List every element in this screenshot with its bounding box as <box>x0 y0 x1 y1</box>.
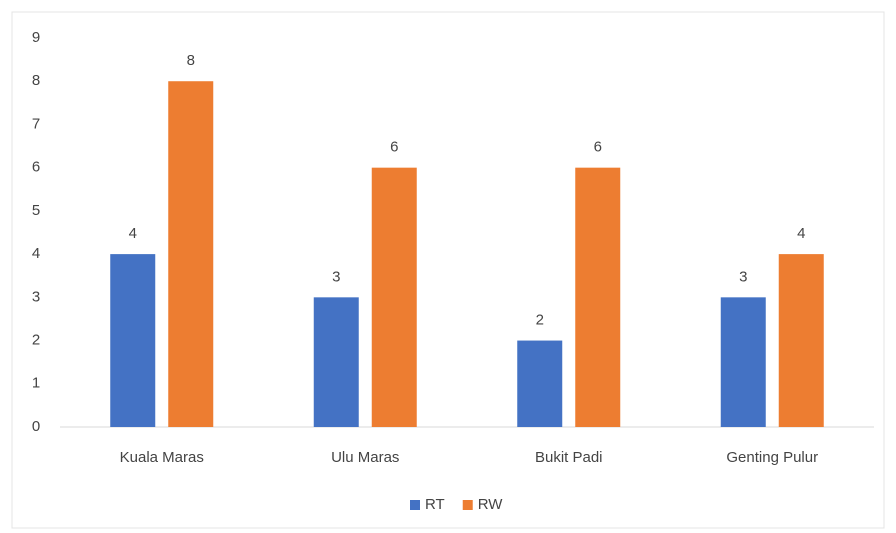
y-tick-label: 3 <box>32 288 40 305</box>
y-tick-label: 0 <box>32 418 40 435</box>
bar <box>110 254 156 427</box>
legend-swatch <box>462 500 473 510</box>
bar <box>778 254 824 427</box>
bar <box>168 81 214 427</box>
y-tick-label: 1 <box>32 375 40 392</box>
y-tick-label: 6 <box>32 159 40 176</box>
x-tick-label: Genting Pulur <box>726 449 818 466</box>
bar <box>371 167 417 427</box>
bar <box>720 297 766 427</box>
y-tick-label: 2 <box>32 332 40 349</box>
legend-label: RT <box>425 496 445 513</box>
legend-label: RW <box>478 496 504 513</box>
data-label: 4 <box>797 225 805 242</box>
bar <box>575 167 621 427</box>
x-tick-label: Bukit Padi <box>535 449 603 466</box>
data-label: 4 <box>129 225 137 242</box>
y-tick-label: 8 <box>32 72 40 89</box>
data-label: 8 <box>187 52 195 69</box>
legend-swatch <box>410 500 420 510</box>
x-tick-label: Ulu Maras <box>331 449 399 466</box>
data-label: 2 <box>536 312 544 329</box>
y-tick-label: 5 <box>32 202 40 219</box>
y-tick-label: 9 <box>32 29 40 46</box>
x-tick-label: Kuala Maras <box>120 449 204 466</box>
y-tick-label: 4 <box>32 245 40 262</box>
data-label: 3 <box>739 268 747 285</box>
data-label: 3 <box>332 268 340 285</box>
bar <box>517 340 563 427</box>
data-label: 6 <box>390 139 398 156</box>
bar <box>313 297 359 427</box>
y-tick-label: 7 <box>32 115 40 132</box>
data-label: 6 <box>594 139 602 156</box>
chart-border <box>11 11 885 529</box>
